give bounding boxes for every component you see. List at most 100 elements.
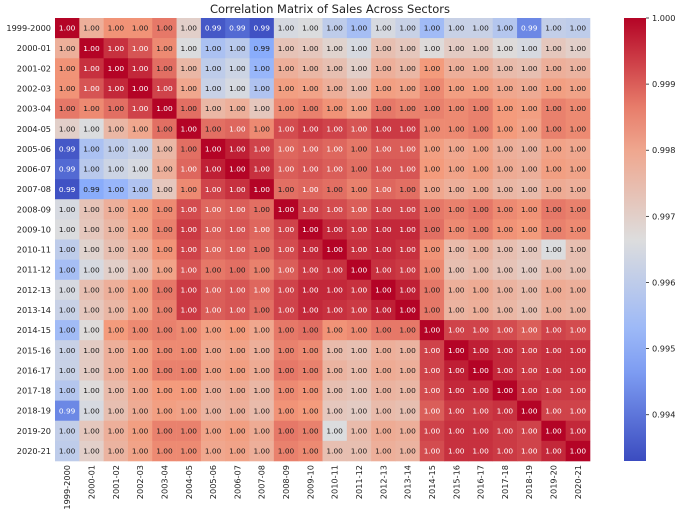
cell-value-label: 1.00 (545, 306, 562, 315)
y-tick-label: 2007-08 (17, 184, 51, 194)
heatmap-cell (79, 78, 104, 99)
heatmap-cell (419, 199, 445, 220)
heatmap-cell (468, 360, 494, 381)
heatmap-cell (152, 138, 177, 160)
heatmap-cell (249, 219, 275, 240)
cell-value-label: 1.00 (156, 64, 173, 73)
heatmap-cell (541, 400, 566, 422)
cell-value-label: 1.00 (545, 386, 562, 395)
heatmap-cell (79, 360, 104, 381)
y-tick-labels: 1999-2000 2000-01 2001-02 2002-03 2003-04 200… (6, 23, 51, 456)
heatmap-cell (225, 118, 250, 140)
cell-value-label: 1.00 (181, 24, 198, 33)
heatmap-cell (468, 199, 494, 220)
cell-value-label: 1.00 (399, 144, 416, 153)
cell-value-label: 1.00 (108, 285, 125, 294)
x-tick-label: 2018-19 (524, 465, 534, 499)
heatmap-cell (565, 400, 591, 422)
y-tick-label: 2009-10 (17, 224, 51, 234)
cell-value-label: 1.00 (570, 24, 587, 33)
heatmap-cell (200, 360, 226, 381)
heatmap-cell (79, 138, 104, 160)
heatmap-cell (152, 38, 177, 59)
heatmap-cell (79, 239, 104, 260)
x-tick-label: 2020-21 (573, 465, 583, 499)
cell-value-label: 1.00 (181, 426, 198, 435)
cell-value-label: 1.00 (375, 265, 392, 274)
cell-value-label: 1.00 (229, 306, 246, 315)
heatmap-cell (200, 340, 226, 361)
cell-value-label: 1.00 (205, 406, 222, 415)
cell-value-label: 1.00 (83, 326, 100, 335)
heatmap-cell (468, 420, 494, 442)
heatmap-cell (249, 98, 275, 119)
heatmap-cell (371, 18, 396, 39)
y-tick-label: 2018-19 (17, 406, 51, 416)
heatmap-cell (468, 340, 494, 361)
cell-value-label: 1.00 (521, 64, 538, 73)
cell-value-label: 1.00 (448, 265, 465, 274)
heatmap-cell (346, 259, 372, 281)
colorbar-tick-label: 1.000 (652, 13, 675, 23)
heatmap-cell (103, 340, 129, 361)
heatmap-cell (541, 138, 566, 160)
cell-value-label: 1.00 (302, 144, 319, 153)
heatmap-cell (419, 360, 445, 381)
cell-value-label: 1.00 (399, 285, 416, 294)
heatmap-cell (346, 299, 372, 321)
heatmap-cell (200, 320, 226, 341)
heatmap-cell (371, 78, 396, 99)
heatmap-cell (200, 118, 226, 140)
cell-value-label: 1.00 (83, 165, 100, 174)
heatmap-cell (298, 299, 323, 321)
cell-value-label: 1.00 (59, 386, 76, 395)
cell-value-label: 1.00 (108, 144, 125, 153)
x-tick-label: 2017-18 (500, 465, 510, 499)
cell-value-label: 1.00 (351, 285, 368, 294)
cell-value-label: 1.00 (278, 24, 295, 33)
cell-value-label: 1.00 (497, 285, 514, 294)
heatmap-cell (152, 118, 177, 140)
heatmap-cell (517, 360, 542, 381)
cell-value-label: 1.00 (375, 326, 392, 335)
colorbar-tick-label: 0.994 (652, 410, 675, 420)
cell-value-label: 1.00 (253, 64, 270, 73)
heatmap-cell (346, 320, 372, 341)
cell-value-label: 1.00 (253, 84, 270, 93)
cell-value-label: 1.00 (497, 326, 514, 335)
cell-value-label: 1.00 (497, 386, 514, 395)
heatmap-cell (103, 400, 129, 422)
cell-value-label: 1.00 (375, 366, 392, 375)
cell-value-label: 1.00 (59, 285, 76, 294)
cell-value-label: 1.00 (108, 265, 125, 274)
heatmap-cell (152, 400, 177, 422)
cell-value-label: 1.00 (424, 84, 441, 93)
cell-value-label: 1.00 (278, 104, 295, 113)
heatmap-cell (565, 199, 591, 220)
heatmap-cell (103, 38, 129, 59)
cell-value-label: 1.00 (253, 306, 270, 315)
heatmap-cell (419, 440, 445, 462)
heatmap-cell (444, 138, 469, 160)
cell-value-label: 1.00 (351, 205, 368, 214)
heatmap-cell (444, 118, 469, 140)
heatmap-cell (225, 320, 250, 341)
heatmap-cell (200, 420, 226, 442)
cell-value-label: 1.00 (253, 144, 270, 153)
heatmap-cell (444, 360, 469, 381)
x-tick-labels: 1999-2000 2000-01 2001-02 2002-03 2003-04 200… (62, 465, 583, 510)
heatmap-cell (176, 18, 202, 39)
cell-value-label: 1.00 (302, 165, 319, 174)
heatmap-cell (249, 420, 275, 442)
cell-value-label: 1.00 (108, 104, 125, 113)
x-tick-label: 2001-02 (111, 465, 121, 499)
cell-value-label: 1.00 (326, 366, 343, 375)
cell-value-label: 1.00 (156, 406, 173, 415)
heatmap-cell (249, 320, 275, 341)
cell-value-label: 1.00 (205, 285, 222, 294)
cell-value-label: 1.00 (472, 265, 489, 274)
cell-value-label: 1.00 (326, 124, 343, 133)
heatmap-cell (492, 239, 518, 260)
cell-value-label: 1.00 (302, 306, 319, 315)
cell-value-label: 1.00 (326, 406, 343, 415)
